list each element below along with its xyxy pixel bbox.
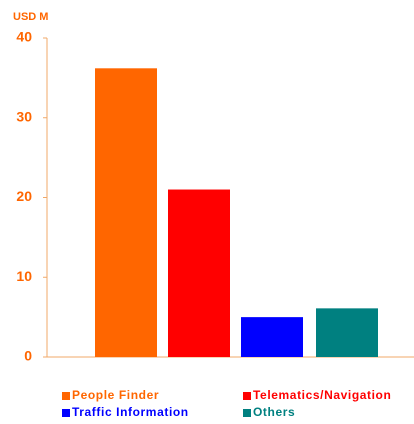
legend-label: People Finder bbox=[72, 388, 159, 402]
y-axis-label: USD M bbox=[13, 11, 48, 23]
y-tick-label: 0 bbox=[24, 348, 32, 364]
y-tick-label: 20 bbox=[16, 188, 32, 204]
bar bbox=[95, 68, 157, 358]
bar bbox=[316, 308, 378, 357]
y-tick-label: 10 bbox=[16, 268, 32, 284]
legend-swatch bbox=[62, 392, 70, 400]
legend-label: Traffic Information bbox=[72, 405, 189, 419]
legend-swatch bbox=[243, 409, 251, 417]
y-tick-label: 40 bbox=[16, 29, 32, 45]
bar bbox=[241, 317, 303, 357]
legend-swatch bbox=[243, 392, 251, 400]
y-tick-label: 30 bbox=[16, 108, 32, 124]
legend-swatch bbox=[62, 409, 70, 417]
bar bbox=[168, 189, 230, 357]
legend-label: Telematics/Navigation bbox=[253, 388, 391, 402]
legend-label: Others bbox=[253, 405, 295, 419]
